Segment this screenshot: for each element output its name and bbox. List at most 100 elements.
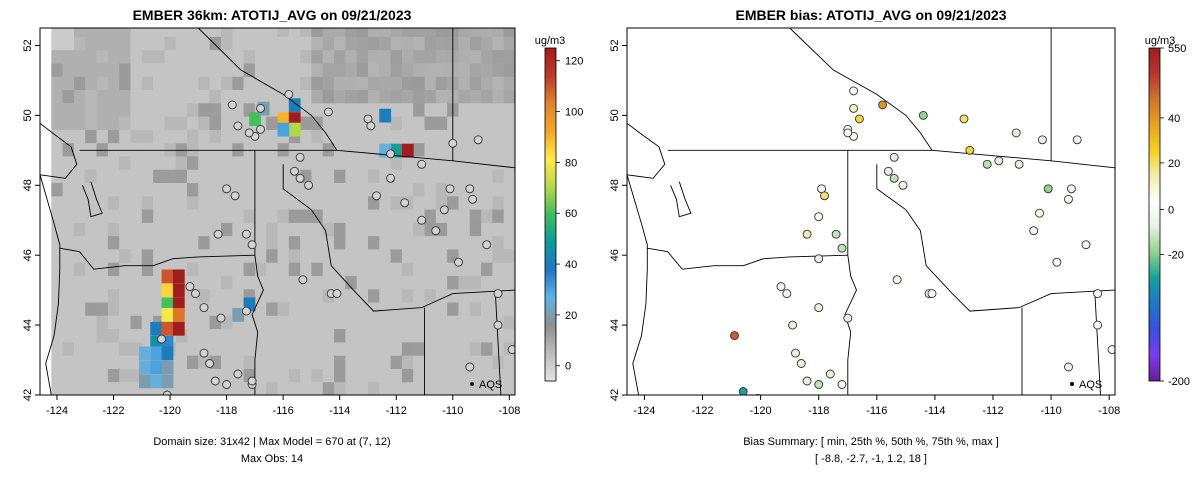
model-grid-cell (141, 235, 154, 250)
model-grid-cell (277, 368, 290, 383)
model-x-tick-label: -114 (329, 405, 350, 417)
model-grid-cell (469, 182, 482, 197)
model-grid-cell (187, 36, 199, 51)
model-grid-cell (288, 288, 301, 303)
model-grid-cell (469, 142, 482, 157)
model-grid-cell (130, 129, 143, 144)
model-grid-cell (390, 169, 403, 183)
model-grid-cell (96, 222, 109, 237)
model-grid-cell (119, 235, 131, 250)
model-grid-cell (356, 63, 369, 77)
bias-boundary-line (876, 164, 1020, 312)
model-grid-cell (254, 355, 267, 369)
model-grid-cell (435, 381, 448, 395)
model-grid-cell (164, 116, 177, 130)
model-grid-cell (300, 129, 312, 144)
model-grid-cell (164, 262, 177, 276)
bias-station-point (1014, 159, 1024, 169)
model-grid-cell (368, 235, 380, 250)
model-station-marker (213, 229, 223, 239)
model-station-marker (465, 362, 475, 372)
model-station-marker (445, 184, 455, 194)
model-grid-cell (62, 89, 75, 104)
model-colorbar-tick-label: 40 (565, 259, 577, 271)
model-boundary-line (197, 28, 338, 151)
model-aqs-label: AQS (479, 379, 502, 391)
model-grid-cell (334, 248, 346, 263)
model-grid-cell (266, 36, 278, 51)
model-grid-cell (141, 169, 154, 183)
model-grid-cell (368, 315, 380, 330)
model-grid-cell (130, 355, 143, 369)
model-grid-cell (447, 235, 459, 250)
model-grid-cell (153, 116, 165, 130)
model-station-marker (162, 390, 172, 395)
model-grid-cell (379, 129, 392, 144)
model-colorbar-tick-label: 0 (565, 361, 571, 373)
model-grid-cell (288, 36, 301, 51)
model-grid-cell (175, 102, 188, 117)
bias-x-tick-label: -108 (1098, 405, 1120, 417)
model-grid-cell (492, 222, 505, 237)
model-grid-cell (96, 116, 109, 130)
model-grid-cell (119, 262, 131, 276)
model-grid-cell (130, 116, 143, 130)
model-grid-cell (401, 341, 414, 356)
bias-station-point (982, 159, 992, 169)
model-grid-cell (288, 209, 301, 223)
model-station-marker (256, 124, 265, 134)
model-grid-cell (119, 76, 131, 90)
model-grid-cell (288, 222, 301, 237)
model-grid-cell (141, 129, 154, 144)
model-grid-cell (413, 235, 425, 250)
model-grid-cell (141, 63, 154, 77)
model-hotspot-cell (161, 297, 174, 312)
model-grid-cell (356, 368, 369, 383)
model-grid-cell (334, 262, 346, 276)
model-grid-cell (209, 262, 222, 276)
model-grid-cell (322, 182, 335, 197)
model-grid-cell (503, 222, 515, 237)
model-grid-cell (107, 302, 120, 316)
model-hotspot-cell (139, 346, 151, 361)
model-grid-cell (119, 222, 131, 237)
bias-station-point (1037, 135, 1047, 145)
model-grid-cell (469, 102, 482, 117)
model-grid-cell (130, 381, 143, 395)
model-station-marker (323, 107, 333, 117)
model-axes: -124 -122 -120 -118 -116 -114 -112 -110 -108 42 44… (22, 39, 520, 417)
model-hotspot-cell (150, 335, 163, 350)
model-grid-cell (243, 288, 256, 303)
model-grid-cell (300, 222, 312, 237)
model-boundary-line (282, 164, 422, 312)
model-grid-cell (435, 142, 448, 157)
bias-station-point (814, 212, 824, 222)
bias-boundary-line (789, 28, 933, 151)
model-grid-cell (435, 275, 448, 290)
model-hotspot-cell (161, 308, 174, 322)
model-grid-cell (368, 28, 380, 37)
model-grid-cell (334, 182, 346, 197)
model-grid-cell (85, 355, 97, 369)
bias-station-point (1043, 184, 1053, 194)
model-grid-cell (51, 341, 64, 356)
model-grid-cell (51, 381, 64, 395)
model-grid-cell (435, 195, 448, 210)
model-grid-cell (130, 142, 143, 157)
model-station-marker (284, 89, 294, 99)
model-station-markers (157, 89, 515, 395)
model-grid-cell (130, 328, 143, 343)
model-station-marker (216, 313, 226, 323)
model-grid-cell (300, 209, 312, 223)
model-grid-cell (424, 89, 437, 104)
model-grid-cell (119, 28, 131, 37)
model-grid-cell (141, 182, 154, 197)
model-grid-cell (187, 116, 199, 130)
model-grid-cell (458, 28, 471, 37)
model-grid-cell (435, 341, 448, 356)
model-grid-cell (153, 76, 165, 90)
model-grid-cell (379, 209, 392, 223)
model-grid-cell (119, 355, 131, 369)
model-grid-cell (130, 63, 143, 77)
